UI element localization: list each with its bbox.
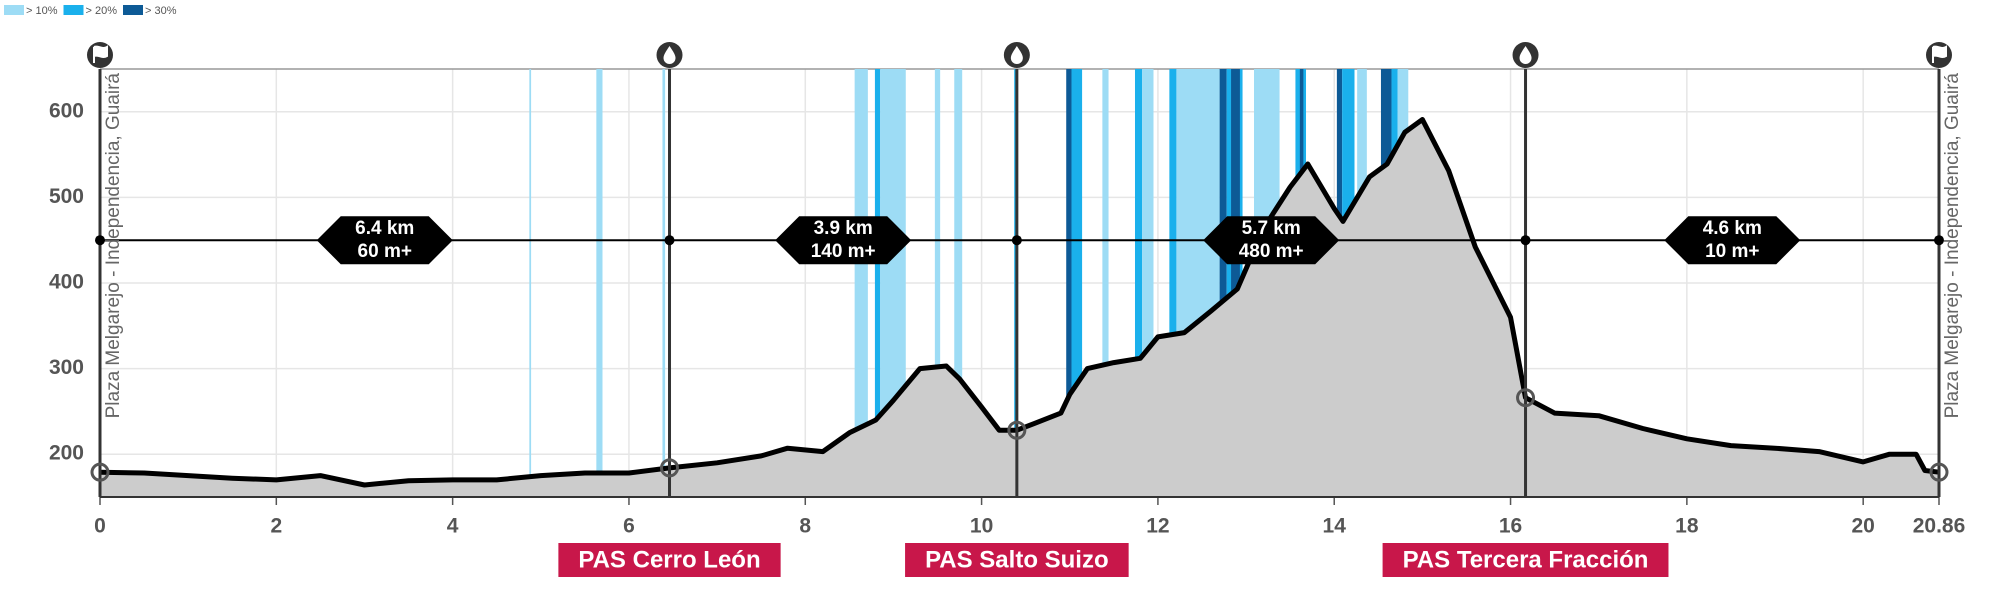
gradient-band — [596, 69, 603, 497]
flag-icon — [1932, 45, 1947, 63]
waypoint-elevation — [660, 458, 680, 478]
label-bg — [905, 543, 1129, 577]
x-tick-label: 20 — [1852, 515, 1875, 538]
waypoint-name: PAS Salto Suizo — [925, 546, 1109, 573]
gradient-band — [529, 69, 532, 497]
segment-badge — [775, 216, 912, 265]
drop-icon — [1010, 46, 1023, 64]
waypoint-dot — [95, 235, 105, 246]
segment-distance: 4.6 km — [1703, 218, 1762, 239]
label-bg — [558, 543, 781, 577]
waypoint-dot — [1520, 235, 1531, 246]
elevation-area — [100, 119, 1939, 497]
gradient-band — [1066, 69, 1072, 497]
waypoint-label: PAS Cerro León — [558, 543, 781, 577]
waypoint-icon — [87, 42, 113, 68]
segment-distance: 5.7 km — [1242, 218, 1301, 239]
segment-gain: 140 m+ — [811, 241, 876, 262]
x-tick-label: 0 — [94, 515, 106, 538]
waypoint-elevation — [1007, 420, 1027, 440]
gradient-band — [874, 69, 881, 497]
legend-label: > 30% — [145, 5, 177, 17]
gradient-band — [1102, 69, 1109, 497]
y-tick-label: 500 — [49, 185, 84, 208]
waypoint-elevation — [1516, 388, 1536, 408]
waypoint-dot — [1011, 235, 1022, 246]
x-tick-label: 18 — [1675, 515, 1699, 538]
segment-badge — [316, 216, 453, 265]
waypoint-icon — [1003, 42, 1030, 68]
waypoint-elevation — [1929, 462, 1949, 482]
x-tick-label: 20.86 — [1913, 515, 1966, 538]
gradient-band — [1142, 69, 1154, 497]
y-tick-label: 600 — [49, 99, 84, 122]
flag-icon — [93, 45, 108, 63]
segment-gain: 480 m+ — [1239, 241, 1304, 262]
gradient-band — [934, 69, 941, 497]
gradient-band — [1071, 69, 1083, 497]
waypoint-label: PAS Tercera Fracción — [1382, 543, 1669, 577]
x-tick-label: 14 — [1323, 515, 1347, 538]
segment-gain: 10 m+ — [1705, 241, 1759, 262]
legend-swatch — [63, 5, 84, 15]
x-tick-label: 16 — [1499, 515, 1522, 538]
label-bg — [1382, 543, 1669, 577]
y-tick-label: 200 — [49, 442, 84, 465]
gradient-band — [1231, 69, 1240, 497]
x-tick-label: 8 — [799, 515, 811, 538]
legend-label: > 20% — [86, 5, 118, 17]
segment-badge — [1203, 216, 1340, 265]
waypoint-elevation — [90, 462, 110, 482]
x-tick-label: 10 — [970, 515, 993, 538]
waypoint-dot — [1934, 235, 1944, 246]
x-tick-label: 2 — [270, 515, 282, 538]
waypoint-icon — [1512, 42, 1539, 68]
waypoint-icon — [1926, 42, 1952, 68]
gradient-band — [854, 69, 868, 497]
waypoint-icon — [656, 42, 683, 68]
y-tick-label: 400 — [49, 271, 84, 294]
segment-distance: 3.9 km — [814, 218, 873, 239]
legend-swatch — [123, 5, 143, 15]
gradient-band — [1134, 69, 1143, 497]
route-name: Plaza Melgarejo - Independencia, Guairá — [1942, 73, 1963, 419]
waypoint-name: PAS Tercera Fracción — [1403, 546, 1649, 573]
legend-label: > 10% — [26, 5, 58, 17]
segment-gain: 60 m+ — [358, 241, 412, 262]
y-tick-label: 300 — [49, 356, 84, 379]
x-tick-label: 4 — [447, 515, 459, 538]
route-name: Plaza Melgarejo - Independencia, Guairá — [103, 73, 124, 419]
x-tick-label: 12 — [1146, 515, 1169, 538]
segment-badge — [1664, 216, 1801, 265]
legend-swatch — [4, 5, 24, 15]
waypoint-name: PAS Cerro León — [578, 546, 760, 573]
drop-icon — [663, 46, 676, 64]
segment-distance: 6.4 km — [355, 218, 414, 239]
elevation-line — [99, 117, 1940, 488]
gradient-band — [954, 69, 963, 497]
waypoint-dot — [664, 235, 675, 246]
gradient-band — [662, 69, 666, 497]
x-tick-label: 6 — [623, 515, 635, 538]
gradient-band — [1169, 69, 1177, 497]
drop-icon — [1519, 46, 1532, 64]
gradient-band — [1219, 69, 1227, 497]
waypoint-label: PAS Salto Suizo — [905, 543, 1129, 577]
